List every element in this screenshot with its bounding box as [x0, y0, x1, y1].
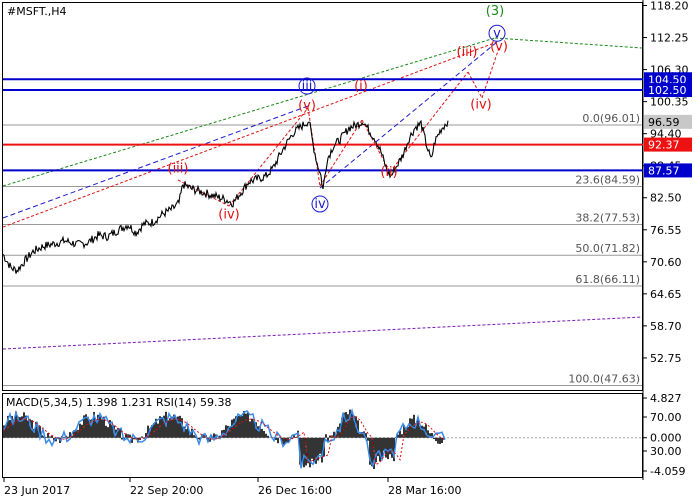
price-line — [2, 119, 449, 274]
price-tick-label: 58.70 — [650, 320, 682, 333]
macd-panel — [3, 407, 642, 470]
macd-tick-label: 70.00 — [650, 411, 682, 424]
level-tag — [644, 83, 692, 98]
fib-level-label: 50.0(71.82) — [575, 242, 640, 255]
price-tick-label: 70.60 — [650, 256, 682, 269]
price-series — [2, 119, 449, 274]
trend-line — [177, 179, 230, 207]
trend-line — [2, 37, 496, 187]
fib-level-label: 23.6(84.59) — [575, 173, 640, 186]
level-tag-label: 102.50 — [648, 84, 687, 97]
wave-label: (iii) — [168, 161, 189, 176]
wave-label: (iv) — [470, 97, 491, 112]
level-tag-label: 87.57 — [648, 164, 680, 177]
time-tick-label: 28 Mar 16:00 — [388, 484, 461, 497]
fib-level-label: 61.8(66.11) — [575, 273, 640, 286]
trend-line — [2, 316, 643, 350]
fib-level-label: 38.2(77.53) — [575, 211, 640, 224]
wave-label: (v) — [298, 98, 316, 113]
trend-lines — [2, 37, 643, 350]
macd-tick-label: 4.827 — [650, 392, 682, 405]
level-tag-label: 104.50 — [648, 73, 687, 86]
level-tag — [644, 137, 692, 152]
price-tick-label: 82.50 — [650, 192, 682, 205]
wave-circle — [311, 195, 329, 213]
trend-line — [494, 37, 643, 49]
price-tick-label: 100.35 — [650, 96, 689, 109]
wave-label: (iii) — [457, 45, 478, 60]
level-tag — [644, 72, 692, 87]
current-price-tag — [644, 114, 692, 129]
wave-label: v — [493, 26, 501, 41]
fib-level-label: 0.0(96.01) — [582, 112, 640, 125]
wave-label: (v) — [490, 40, 508, 55]
trend-line — [319, 119, 363, 187]
macd-tick-label: -4.059 — [650, 465, 685, 478]
macd-label: MACD(5,34,5) 1.398 1.231 RSI(14) 59.38 — [6, 396, 231, 409]
fib-level-label: 100.0(47.63) — [568, 373, 640, 386]
wave-label: (i) — [354, 79, 368, 94]
trend-line — [2, 41, 498, 228]
macd-signal-line — [3, 415, 445, 466]
trend-line — [467, 71, 483, 99]
time-tick-label: 26 Dec 16:00 — [258, 484, 332, 497]
price-tick-label: 118.20 — [650, 0, 689, 13]
wave-circle — [488, 24, 506, 42]
trend-line — [361, 119, 391, 173]
wave-label: (ii) — [380, 165, 397, 180]
macd-tick-label: 30.00 — [650, 445, 682, 458]
wave-label: (3) — [486, 4, 504, 19]
time-tick-label: 22 Sep 20:00 — [130, 484, 203, 497]
level-tag — [644, 163, 692, 178]
trend-line — [481, 47, 500, 99]
trend-line — [2, 105, 309, 219]
wave-labels: (iii)(iv)iii(v)iv(i)(ii)(iii)(iv)v(v)(3) — [168, 4, 508, 223]
price-tick-label: 76.55 — [650, 224, 682, 237]
wave-label: (iv) — [218, 208, 239, 223]
time-tick-label: 23 Jun 2017 — [4, 484, 70, 497]
time-axis: 23 Jun 2017 22 Sep 20:00 26 Dec 16:00 28 Ma… — [3, 477, 461, 497]
symbol-title: #MSFT.,H4 — [7, 5, 67, 18]
trend-line — [307, 107, 321, 187]
trend-line — [228, 107, 309, 207]
wave-label: iv — [314, 197, 326, 212]
price-tick-label: 52.75 — [650, 352, 682, 365]
trend-line — [319, 41, 498, 189]
price-tick-label: 64.65 — [650, 288, 682, 301]
level-tag-label: 92.37 — [648, 139, 680, 152]
macd-tick-label: 0.000 — [650, 432, 682, 445]
wave-label: iii — [302, 79, 313, 94]
price-axis: 118.20112.25106.30100.3594.4088.4582.507… — [643, 0, 689, 365]
fibonacci-levels: 0.0(96.01) 23.6(84.59) 38.2(77.53) 50.0(71.… — [3, 112, 642, 386]
wave-circle — [298, 77, 316, 95]
price-tick-label: 94.40 — [650, 128, 682, 141]
price-tick-label: 112.25 — [650, 32, 689, 45]
current-price-label: 96.59 — [648, 116, 680, 129]
rsi-line — [3, 407, 446, 469]
